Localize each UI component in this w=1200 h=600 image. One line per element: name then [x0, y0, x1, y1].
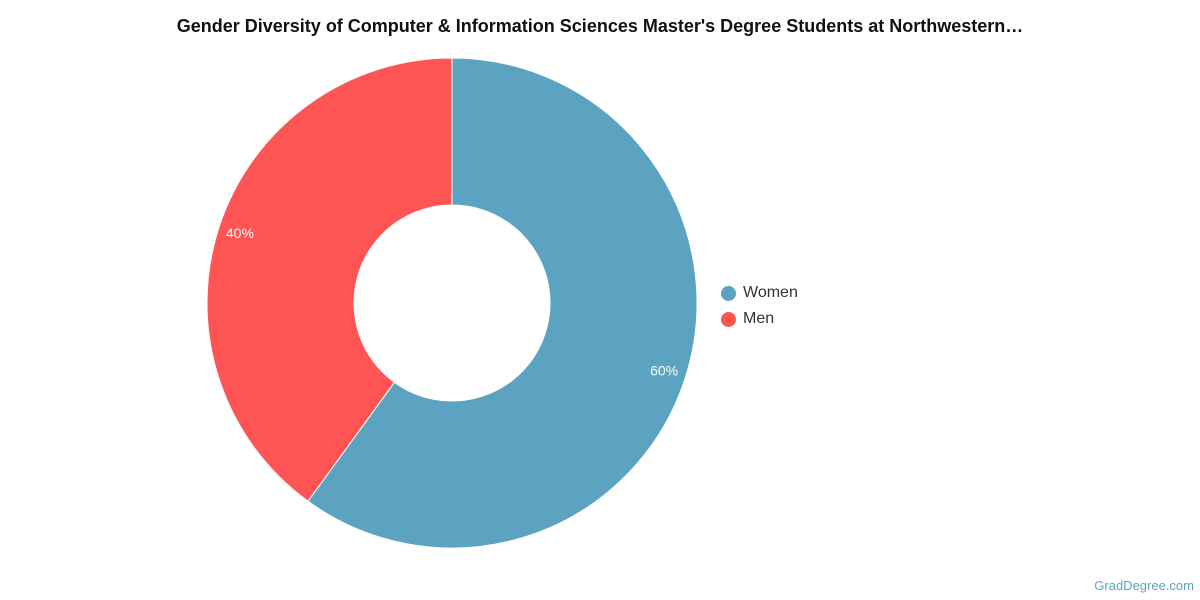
legend-swatch-women [721, 285, 736, 301]
slice-women[interactable] [307, 57, 698, 549]
chart-legend: Women Men [721, 280, 798, 332]
legend-swatch-men [721, 311, 736, 327]
source-credit[interactable]: GradDegree.com [1094, 578, 1194, 593]
legend-label-women: Women [743, 284, 798, 301]
data-label-women: 60% [650, 363, 678, 379]
chart-title: Gender Diversity of Computer & Informati… [176, 16, 1024, 36]
legend-label-men: Men [743, 310, 775, 327]
legend-item-women[interactable]: Women [721, 280, 798, 306]
slice-men[interactable] [206, 57, 453, 502]
data-label-men: 40% [226, 225, 254, 241]
legend-item-men[interactable]: Men [721, 306, 798, 332]
